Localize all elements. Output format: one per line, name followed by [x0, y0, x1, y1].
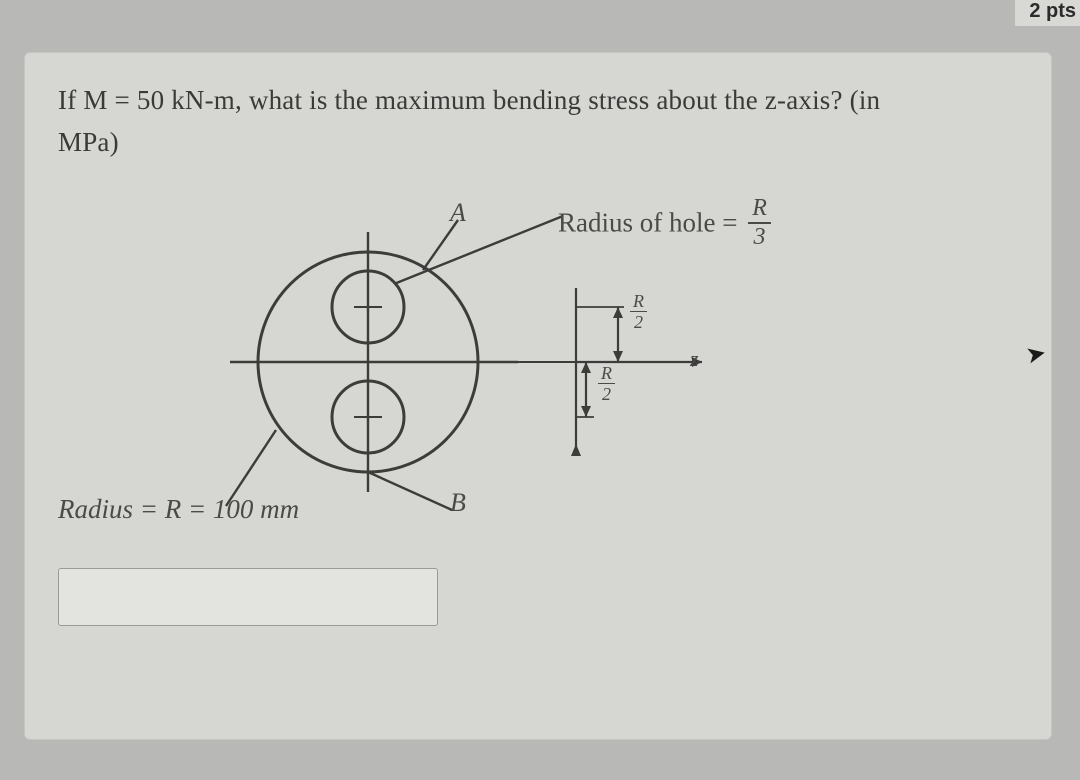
dimension-upper: R 2 — [630, 292, 647, 331]
radius-of-hole-label: Radius of hole = R 3 — [558, 198, 771, 252]
question-card: If M = 50 kN-m, what is the maximum bend… — [24, 52, 1052, 740]
dim-lower-den: 2 — [598, 385, 615, 403]
dim-lower-num: R — [598, 364, 615, 382]
fraction-numerator: R — [748, 196, 771, 221]
dim-upper-den: 2 — [630, 313, 647, 331]
answer-input[interactable] — [58, 568, 438, 626]
z-axis-label: z — [690, 346, 699, 372]
point-b-label: B — [450, 488, 466, 518]
fraction-denominator: 3 — [748, 225, 771, 250]
outer-radius-text: Radius = R = 100 mm — [58, 494, 299, 524]
radius-hole-text: Radius of hole = — [558, 207, 737, 237]
question-line-1: If M = 50 kN-m, what is the maximum bend… — [58, 85, 880, 115]
question-line-2: MPa) — [58, 127, 119, 157]
dim-upper-num: R — [630, 292, 647, 310]
outer-radius-label: Radius = R = 100 mm — [58, 494, 299, 525]
radius-hole-fraction: R 3 — [748, 196, 771, 250]
points-fragment: 2 pts — [1015, 0, 1080, 26]
dimension-lower: R 2 — [598, 364, 615, 403]
point-a-label: A — [450, 198, 466, 228]
question-text: If M = 50 kN-m, what is the maximum bend… — [58, 80, 1018, 164]
figure: A B Radius of hole = R 3 R 2 R 2 z Radiu… — [218, 192, 938, 532]
